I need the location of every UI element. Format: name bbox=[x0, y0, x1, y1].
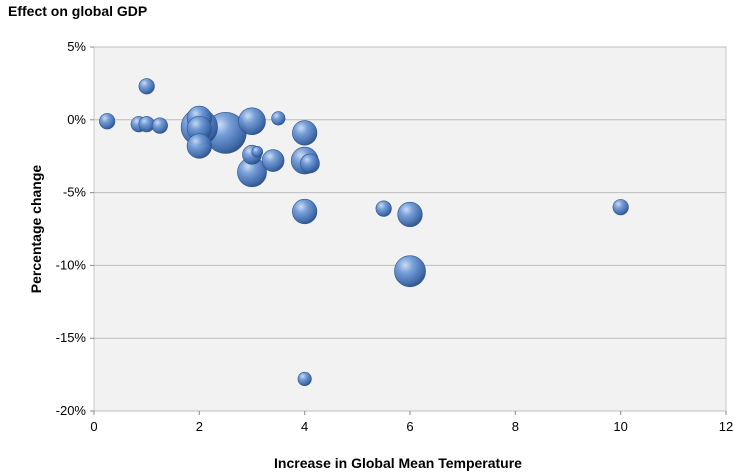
bubble-point bbox=[186, 133, 212, 159]
y-tick-label: 5% bbox=[67, 39, 86, 54]
y-axis-ticks: 5% 0% -5% -10% -15% -20% bbox=[56, 39, 94, 418]
y-tick-label: -5% bbox=[63, 185, 87, 200]
y-tick-label: -15% bbox=[56, 330, 87, 345]
y-axis-title: Percentage change bbox=[28, 165, 44, 294]
bubble-point bbox=[300, 153, 320, 174]
x-tick-label: 6 bbox=[406, 419, 413, 434]
bubble-point bbox=[292, 120, 318, 146]
y-tick-label: 0% bbox=[67, 112, 86, 127]
x-tick-label: 2 bbox=[196, 419, 203, 434]
x-tick-label: 4 bbox=[301, 419, 308, 434]
bubble-point bbox=[251, 146, 264, 158]
plot-area bbox=[93, 46, 727, 412]
x-tick-label: 8 bbox=[512, 419, 519, 434]
bubble-point bbox=[238, 107, 266, 136]
x-tick-label: 12 bbox=[719, 419, 733, 434]
x-axis-ticks: 0 2 4 6 8 10 12 bbox=[90, 411, 733, 434]
bubble-point bbox=[151, 117, 168, 134]
x-tick-label: 10 bbox=[613, 419, 627, 434]
bubble-point bbox=[612, 199, 629, 216]
bubble-point bbox=[99, 113, 116, 130]
bubble-point bbox=[375, 200, 392, 217]
bubble-point bbox=[292, 198, 318, 225]
bubble-point bbox=[394, 255, 426, 288]
x-axis-title: Increase in Global Mean Temperature bbox=[274, 455, 522, 471]
bubble-point bbox=[138, 78, 155, 95]
x-tick-label: 0 bbox=[90, 419, 97, 434]
bubble-point bbox=[397, 201, 423, 228]
y-tick-label: -20% bbox=[56, 403, 87, 418]
bubble-series bbox=[99, 78, 629, 387]
chart-title: Effect on global GDP bbox=[8, 3, 148, 19]
y-tick-label: -10% bbox=[56, 257, 87, 272]
bubble-point bbox=[271, 111, 286, 126]
bubble-point bbox=[261, 149, 285, 172]
bubble-point bbox=[297, 371, 312, 387]
